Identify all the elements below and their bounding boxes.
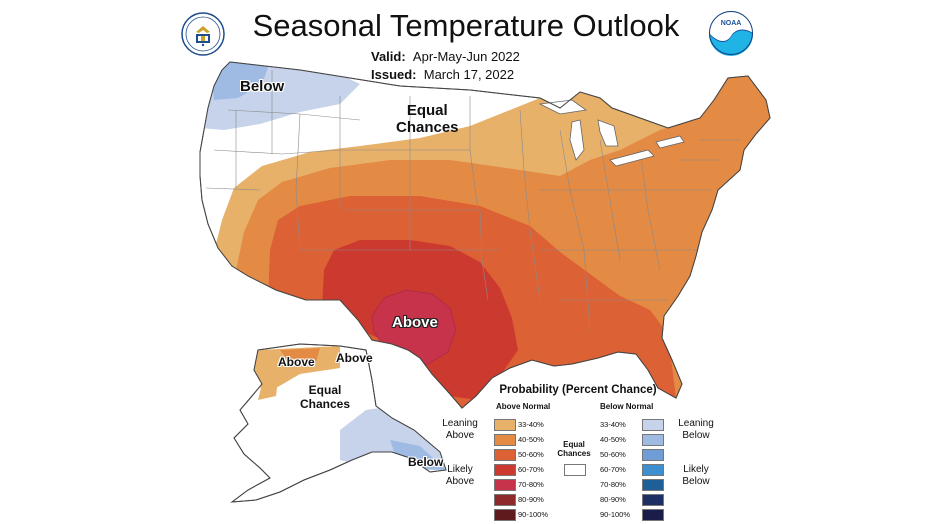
legend-above-range: 50-60% — [518, 450, 544, 459]
commerce-seal-icon — [181, 12, 225, 56]
legend-title: Probability (Percent Chance) — [499, 384, 657, 396]
legend-equal-chances-swatch — [564, 464, 586, 476]
legend-likely-above-line2: Above — [445, 476, 475, 487]
legend-below-swatch — [642, 479, 664, 491]
legend-above-swatch — [494, 464, 516, 476]
state-borders — [205, 70, 740, 331]
label-equal-chances-north: Equal Chances — [396, 102, 459, 137]
legend-below-range: 50-60% — [600, 450, 626, 459]
page-title: Seasonal Temperature Outlook — [252, 8, 680, 43]
legend-leaning-above-line1: Leaning — [442, 418, 478, 429]
label-above-texas: Above — [392, 314, 438, 331]
lake-erie — [609, 149, 655, 167]
legend-likely-below-line2: Below — [682, 476, 710, 487]
legend-above-swatch — [494, 419, 516, 431]
legend-likely-below: Likely Below — [674, 464, 718, 488]
label-below-nw: Below — [240, 78, 285, 95]
label-alaska-above-north: Above — [336, 351, 373, 365]
legend-likely-below-line1: Likely — [683, 464, 709, 475]
legend-below-swatch — [642, 419, 664, 431]
legend-below-range: 90-100% — [600, 510, 631, 519]
noaa-logo-icon: NOAA — [709, 11, 753, 56]
issued-label: Issued: — [371, 67, 417, 82]
probability-legend: Probability (Percent Chance) Above Norma… — [438, 384, 718, 521]
legend-below-range: 80-90% — [600, 495, 626, 504]
legend-above-swatch — [494, 509, 516, 521]
lake-michigan — [569, 119, 585, 161]
legend-below-swatch — [642, 449, 664, 461]
legend-above-range: 70-80% — [518, 480, 544, 489]
legend-equal-chances: Equal Chances — [554, 440, 594, 458]
legend-leaning-below-line1: Leaning — [678, 418, 714, 429]
below-40-50-region — [210, 62, 270, 100]
outlook-meta: Valid: Apr-May-Jun 2022 Issued: March 17… — [371, 48, 520, 84]
legend-leaning-below: Leaning Below — [674, 418, 718, 442]
legend-equal-chances-line2: Chances — [557, 449, 591, 458]
lake-huron — [597, 119, 619, 147]
legend-above-header: Above Normal — [496, 402, 551, 411]
legend-likely-above-line1: Likely — [447, 464, 473, 475]
issued-value: March 17, 2022 — [423, 67, 515, 82]
legend-leaning-above: Leaning Above — [438, 418, 482, 442]
legend-above-range: 80-90% — [518, 495, 544, 504]
legend-below-swatch — [642, 464, 664, 476]
alaska-above-40-50 — [280, 348, 320, 366]
legend-above-swatch — [494, 494, 516, 506]
legend-below-range: 33-40% — [600, 420, 626, 429]
label-alaska-above-west: Above — [278, 355, 315, 369]
issued-row: Issued: March 17, 2022 — [371, 66, 520, 84]
legend-above-range: 90-100% — [518, 510, 549, 519]
alaska-above-33-40 — [254, 346, 340, 392]
legend-above-swatch — [494, 449, 516, 461]
legend-above-range: 60-70% — [518, 465, 544, 474]
legend-below-range: 40-50% — [600, 435, 626, 444]
alaska-above-west — [258, 380, 278, 400]
label-alaska-equal-chances: Equal Chances — [300, 383, 351, 412]
svg-text:NOAA: NOAA — [721, 20, 742, 27]
label-alaska-equal-chances-line1: Equal — [308, 383, 342, 397]
legend-below-range: 60-70% — [600, 465, 626, 474]
legend-below-swatch — [642, 494, 664, 506]
label-alaska-equal-chances-line2: Chances — [300, 396, 351, 411]
legend-above-swatch — [494, 479, 516, 491]
legend-leaning-above-line2: Above — [445, 430, 475, 441]
legend-below-swatch — [642, 434, 664, 446]
legend-below-swatch — [642, 509, 664, 521]
legend-above-range: 40-50% — [518, 435, 544, 444]
legend-equal-chances-line1: Equal — [563, 440, 585, 449]
legend-above-range: 33-40% — [518, 420, 544, 429]
conus-outline — [199, 61, 771, 409]
alaska-outline — [230, 343, 447, 503]
legend-likely-above: Likely Above — [438, 464, 482, 488]
label-alaska-below: Below — [408, 455, 444, 469]
label-equal-chances-north-line1: Equal — [406, 102, 448, 119]
legend-below-range: 70-80% — [600, 480, 626, 489]
legend-leaning-below-line2: Below — [682, 430, 710, 441]
lake-ontario — [655, 135, 685, 149]
valid-label: Valid: — [371, 49, 406, 64]
label-equal-chances-north-line2: Chances — [396, 119, 459, 137]
valid-row: Valid: Apr-May-Jun 2022 — [371, 48, 520, 66]
legend-above-swatch — [494, 434, 516, 446]
valid-value: Apr-May-Jun 2022 — [412, 49, 520, 64]
legend-below-header: Below Normal — [600, 402, 654, 411]
